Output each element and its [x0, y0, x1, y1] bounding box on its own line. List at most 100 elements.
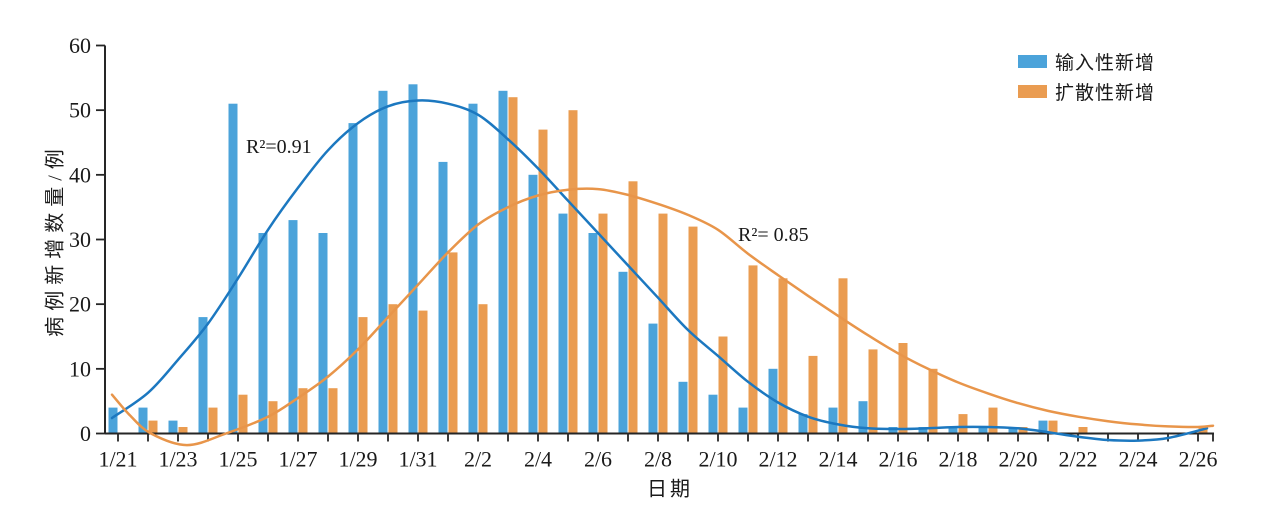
x-tick-label: 2/12 — [758, 447, 797, 472]
bar-imported-1/24 — [198, 317, 208, 434]
legend-item-spread: 扩散性新增 — [1018, 80, 1156, 104]
bar-imported-2/21 — [1038, 420, 1048, 434]
y-tick-label: 20 — [69, 292, 91, 317]
bar-spread-1/31 — [418, 310, 428, 434]
bar-spread-1/30 — [388, 304, 398, 434]
y-axis-title: 病例新增数量/例 — [44, 143, 67, 337]
bar-imported-2/12 — [768, 368, 778, 434]
bar-imported-2/5 — [558, 213, 568, 434]
bar-spread-1/27 — [298, 388, 308, 434]
bar-imported-1/29 — [348, 123, 358, 434]
bar-imported-2/11 — [738, 407, 748, 434]
bar-imported-2/10 — [708, 394, 718, 434]
x-tick-label: 1/25 — [218, 447, 257, 472]
y-tick-label: 0 — [80, 421, 91, 446]
legend-label-spread: 扩散性新增 — [1055, 82, 1156, 104]
bar-imported-2/18 — [948, 427, 958, 434]
bar-spread-2/17 — [928, 368, 938, 434]
bar-imported-1/22 — [138, 407, 148, 434]
bar-imported-1/26 — [258, 233, 268, 434]
bar-imported-2/15 — [858, 401, 868, 434]
bar-spread-2/13 — [808, 355, 818, 434]
bar-imported-2/20 — [1008, 427, 1018, 434]
bar-imported-2/13 — [798, 414, 808, 434]
x-tick-label: 2/26 — [1178, 447, 1217, 472]
bar-imported-2/14 — [828, 407, 838, 434]
x-tick-label: 1/21 — [98, 447, 137, 472]
x-tick-label: 1/23 — [158, 447, 197, 472]
bar-spread-2/18 — [958, 414, 968, 434]
x-tick-label: 1/31 — [398, 447, 437, 472]
bar-spread-2/7 — [628, 181, 638, 434]
y-tick-label: 50 — [69, 98, 91, 123]
bar-spread-2/11 — [748, 265, 758, 434]
bar-spread-2/14 — [838, 278, 848, 434]
fit-curve-spread — [110, 187, 1215, 447]
bar-spread-2/16 — [898, 343, 908, 434]
x-tick-label: 2/16 — [878, 447, 917, 472]
bar-imported-1/21 — [108, 407, 118, 434]
bar-spread-2/2 — [478, 304, 488, 434]
y-tick-label: 60 — [69, 33, 91, 58]
bar-spread-2/10 — [718, 336, 728, 434]
bar-imported-2/8 — [648, 323, 658, 434]
bar-imported-1/27 — [288, 220, 298, 434]
bar-spread-2/9 — [688, 226, 698, 434]
x-tick-label: 2/2 — [464, 447, 492, 472]
x-tick-label: 2/14 — [818, 447, 857, 472]
bar-spread-1/22 — [148, 420, 158, 434]
x-tick-label: 2/6 — [584, 447, 612, 472]
x-tick-label: 1/29 — [338, 447, 377, 472]
y-tick-label: 30 — [69, 227, 91, 252]
bar-imported-1/31 — [408, 84, 418, 434]
bar-imported-1/30 — [378, 90, 388, 434]
x-tick-label: 2/20 — [998, 447, 1037, 472]
bar-spread-1/24 — [208, 407, 218, 434]
bar-spread-1/25 — [238, 394, 248, 434]
legend-label-imported: 输入性新增 — [1055, 52, 1156, 74]
bar-imported-1/25 — [228, 103, 238, 434]
bar-imported-2/2 — [468, 103, 478, 434]
bar-imported-2/6 — [588, 233, 598, 434]
bar-spread-2/3 — [508, 97, 518, 434]
x-tick-label: 2/22 — [1058, 447, 1097, 472]
bar-imported-2/17 — [918, 427, 928, 434]
x-tick-label: 2/18 — [938, 447, 977, 472]
x-tick-label: 2/10 — [698, 447, 737, 472]
bar-spread-2/15 — [868, 349, 878, 434]
x-tick-label: 2/8 — [644, 447, 672, 472]
bar-spread-1/26 — [268, 401, 278, 434]
bar-spread-2/4 — [538, 129, 548, 434]
x-tick-label: 1/27 — [278, 447, 317, 472]
bar-spread-2/19 — [988, 407, 998, 434]
bar-imported-1/23 — [168, 420, 178, 434]
bar-spread-2/22 — [1078, 427, 1088, 434]
legend-item-imported: 输入性新增 — [1018, 50, 1156, 74]
bar-spread-2/21 — [1048, 420, 1058, 434]
bar-imported-2/1 — [438, 161, 448, 434]
r2-annotation-spread: R²= 0.85 — [738, 224, 809, 246]
bar-spread-1/29 — [358, 317, 368, 434]
y-tick-label: 10 — [69, 356, 91, 381]
bar-imported-2/9 — [678, 381, 688, 434]
bar-spread-2/8 — [658, 213, 668, 434]
bar-imported-2/3 — [498, 90, 508, 434]
x-axis-title: 日期 — [647, 478, 693, 501]
legend: 输入性新增 扩散性新增 — [1018, 50, 1155, 110]
bar-spread-2/1 — [448, 252, 458, 434]
y-tick-label: 40 — [69, 162, 91, 187]
bar-spread-1/28 — [328, 388, 338, 434]
bar-spread-2/6 — [598, 213, 608, 434]
legend-swatch-spread-icon — [1018, 84, 1047, 98]
bar-imported-2/4 — [528, 174, 538, 434]
x-tick-label: 2/4 — [524, 447, 552, 472]
fit-curve-imported — [110, 99, 1209, 442]
bar-spread-1/23 — [178, 427, 188, 434]
bar-imported-1/28 — [318, 233, 328, 434]
bar-imported-2/19 — [978, 427, 988, 434]
bar-spread-2/20 — [1018, 427, 1028, 434]
bar-spread-2/5 — [568, 110, 578, 434]
bar-spread-2/12 — [778, 278, 788, 434]
